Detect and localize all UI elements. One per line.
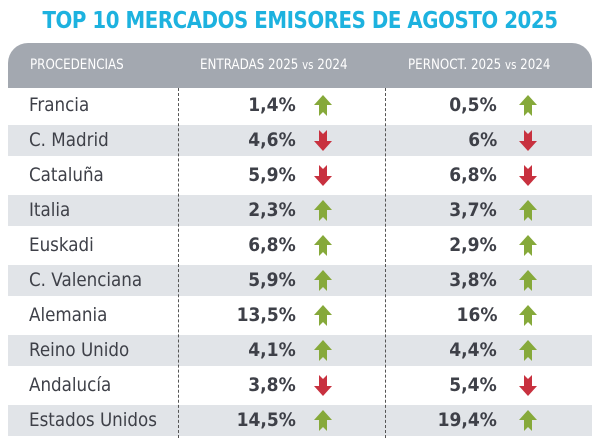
header-entradas-vs: vs	[302, 58, 314, 72]
pernoct-trend	[519, 200, 537, 226]
arrow-up-icon	[314, 200, 332, 221]
entradas-trend	[314, 375, 332, 401]
entradas-value: 13,5%	[236, 304, 296, 326]
row-name: Francia	[29, 94, 90, 116]
entradas-value: 5,9%	[248, 164, 296, 186]
arrow-down-icon	[314, 375, 332, 396]
table-row: Francia 1,4% 0,5%	[8, 88, 592, 123]
arrow-up-icon	[519, 95, 537, 116]
row-name: Italia	[29, 199, 71, 221]
header-procedencias: PROCEDENCIAS	[30, 57, 124, 73]
row-name: C. Madrid	[29, 129, 109, 151]
page-title: TOP 10 MERCADOS EMISORES DE AGOSTO 2025	[42, 8, 558, 34]
entradas-trend	[314, 270, 332, 296]
pernoct-value: 4,4%	[449, 339, 497, 361]
entradas-trend	[314, 305, 332, 331]
entradas-value: 2,3%	[248, 199, 296, 221]
pernoct-value: 16%	[456, 304, 497, 326]
arrow-down-icon	[314, 165, 332, 186]
header-pernoct-vs: vs	[505, 58, 517, 72]
arrow-up-icon	[519, 270, 537, 291]
arrow-up-icon	[314, 270, 332, 291]
pernoct-trend	[519, 130, 537, 156]
pernoct-value: 6,8%	[449, 164, 497, 186]
header-entradas-year: 2024	[317, 57, 348, 73]
entradas-trend	[314, 340, 332, 366]
column-divider	[385, 88, 386, 438]
pernoct-value: 3,7%	[449, 199, 497, 221]
table-row: C. Madrid 4,6% 6%	[8, 123, 592, 158]
entradas-value: 1,4%	[248, 94, 296, 116]
table-row: Reino Unido 4,1% 4,4%	[8, 333, 592, 368]
pernoct-trend	[519, 410, 537, 436]
row-name: Estados Unidos	[29, 409, 157, 431]
row-name: Cataluña	[29, 164, 104, 186]
entradas-value: 5,9%	[248, 269, 296, 291]
row-name: C. Valenciana	[29, 269, 143, 291]
arrow-down-icon	[519, 130, 537, 151]
arrow-down-icon	[314, 130, 332, 151]
row-name: Alemania	[29, 304, 108, 326]
arrow-down-icon	[519, 165, 537, 186]
table-row: Cataluña 5,9% 6,8%	[8, 158, 592, 193]
entradas-trend	[314, 235, 332, 261]
arrow-up-icon	[314, 95, 332, 116]
pernoct-trend	[519, 95, 537, 121]
header-entradas-label: ENTRADAS 2025	[200, 57, 299, 73]
pernoct-value: 5,4%	[449, 374, 497, 396]
entradas-value: 3,8%	[248, 374, 296, 396]
header-pernoct: PERNOCT. 2025 vs 2024	[408, 57, 550, 73]
row-name: Reino Unido	[29, 339, 130, 361]
entradas-value: 4,6%	[248, 129, 296, 151]
header-pernoct-label: PERNOCT. 2025	[408, 57, 502, 73]
row-name: Andalucía	[29, 374, 112, 396]
pernoct-trend	[519, 270, 537, 296]
entradas-trend	[314, 200, 332, 226]
pernoct-trend	[519, 305, 537, 331]
entradas-value: 4,1%	[248, 339, 296, 361]
table-row: Italia 2,3% 3,7%	[8, 193, 592, 228]
pernoct-value: 0,5%	[449, 94, 497, 116]
arrow-up-icon	[314, 410, 332, 431]
arrow-up-icon	[519, 200, 537, 221]
table-row: Alemania 13,5% 16%	[8, 298, 592, 333]
table-row: Euskadi 6,8% 2,9%	[8, 228, 592, 263]
entradas-value: 6,8%	[248, 234, 296, 256]
arrow-up-icon	[519, 235, 537, 256]
pernoct-value: 2,9%	[449, 234, 497, 256]
table-row: C. Valenciana 5,9% 3,8%	[8, 263, 592, 298]
table-row: Estados Unidos 14,5% 19,4%	[8, 403, 592, 438]
pernoct-value: 6%	[467, 129, 497, 151]
pernoct-trend	[519, 375, 537, 401]
pernoct-trend	[519, 235, 537, 261]
arrow-up-icon	[519, 340, 537, 361]
header-entradas: ENTRADAS 2025 vs 2024	[200, 57, 348, 73]
arrow-up-icon	[519, 305, 537, 326]
table-header: PROCEDENCIAS ENTRADAS 2025 vs 2024 PERNO…	[8, 43, 592, 88]
entradas-trend	[314, 95, 332, 121]
table-row: Andalucía 3,8% 5,4%	[8, 368, 592, 403]
column-divider	[178, 88, 179, 438]
header-pernoct-year: 2024	[520, 57, 551, 73]
row-name: Euskadi	[29, 234, 94, 256]
pernoct-value: 19,4%	[437, 409, 497, 431]
arrow-down-icon	[519, 375, 537, 396]
arrow-up-icon	[314, 235, 332, 256]
arrow-up-icon	[314, 305, 332, 326]
entradas-value: 14,5%	[236, 409, 296, 431]
entradas-trend	[314, 130, 332, 156]
arrow-up-icon	[519, 410, 537, 431]
pernoct-value: 3,8%	[449, 269, 497, 291]
arrow-up-icon	[314, 340, 332, 361]
pernoct-trend	[519, 340, 537, 366]
entradas-trend	[314, 165, 332, 191]
pernoct-trend	[519, 165, 537, 191]
entradas-trend	[314, 410, 332, 436]
